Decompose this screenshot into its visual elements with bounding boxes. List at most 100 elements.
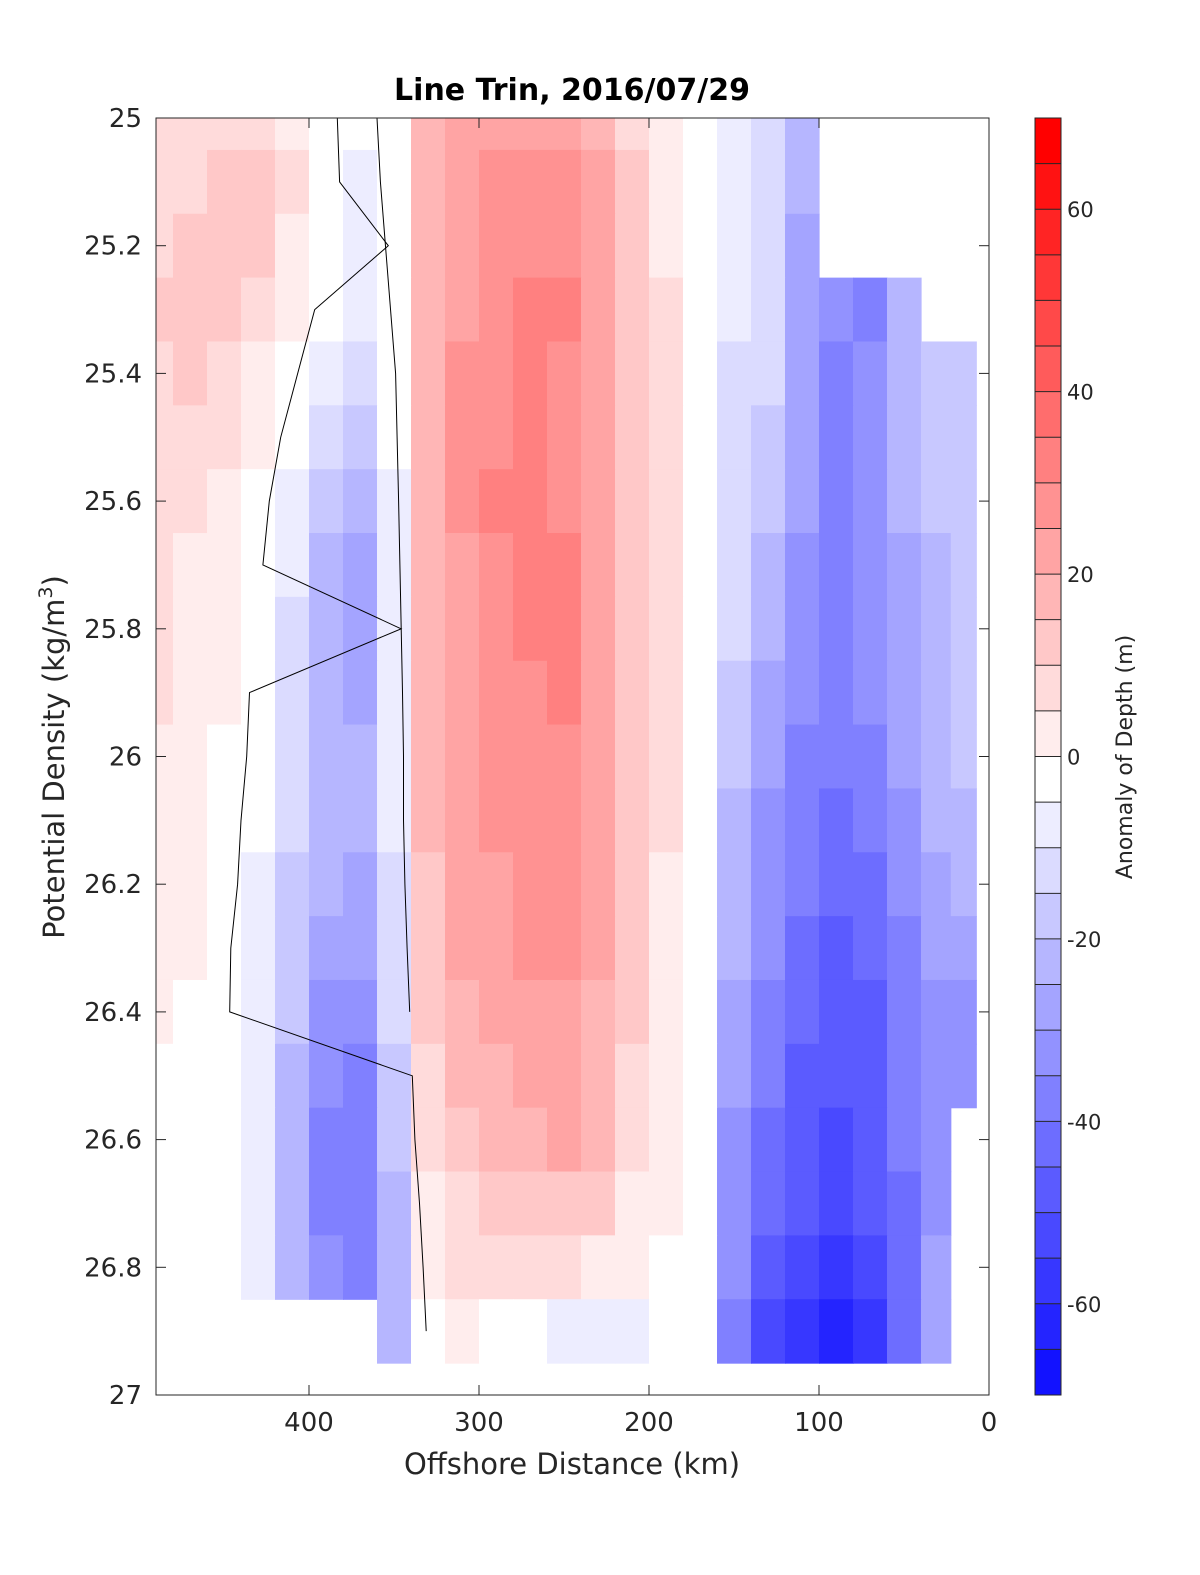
field-cell <box>615 852 650 917</box>
field-cell <box>547 1043 582 1109</box>
field-cell <box>479 724 514 790</box>
y-tick-label: 25.8 <box>84 615 142 645</box>
field-cell <box>275 788 310 853</box>
field-cell <box>683 660 718 726</box>
field-cell <box>513 1299 548 1364</box>
field-cell <box>275 979 310 1045</box>
field-cell <box>887 979 922 1045</box>
field-cell <box>445 1043 480 1109</box>
field-cell <box>717 724 752 790</box>
field-cell <box>819 1043 854 1109</box>
y-tick-label: 25.2 <box>84 232 142 262</box>
field-cell <box>309 469 344 534</box>
field-cell <box>581 724 616 790</box>
field-cell <box>411 118 446 151</box>
field-cell <box>173 213 208 279</box>
field-cell <box>615 788 650 853</box>
field-cell <box>411 405 446 470</box>
field-cell <box>853 852 888 917</box>
colorbar-tick-label: 40 <box>1067 381 1094 405</box>
field-cell <box>377 277 412 343</box>
field-cell <box>479 469 514 534</box>
field-cell <box>649 660 684 726</box>
field-cell <box>649 979 684 1045</box>
field-cell <box>207 596 242 662</box>
field-cell <box>785 1171 820 1236</box>
field-cell <box>683 788 718 853</box>
field-cell <box>207 213 242 279</box>
field-cell <box>950 788 977 853</box>
field-cell <box>751 213 786 279</box>
y-tick-label: 25.6 <box>84 487 142 517</box>
field-cell <box>547 405 582 470</box>
field-cell <box>275 213 310 279</box>
field-cell <box>887 1043 922 1109</box>
field-cell <box>785 852 820 917</box>
field-cell <box>173 1235 208 1300</box>
field-cell <box>275 852 310 917</box>
field-cell <box>207 533 242 598</box>
field-cell <box>241 533 276 598</box>
colorbar-tick-label: -40 <box>1067 1110 1101 1134</box>
field-cell <box>785 724 820 790</box>
field-cell <box>241 469 276 534</box>
field-cell <box>377 533 412 598</box>
field-cell <box>547 149 582 215</box>
field-cell <box>751 469 786 534</box>
field-cell <box>819 979 854 1045</box>
field-cell <box>581 788 616 853</box>
field-cell <box>547 469 582 534</box>
colorbar-band <box>1035 300 1061 347</box>
field-cell <box>751 852 786 917</box>
field-cell <box>207 277 242 343</box>
field-cell <box>785 533 820 598</box>
field-cell <box>853 469 888 534</box>
field-cell <box>547 277 582 343</box>
field-cell <box>717 213 752 279</box>
field-cell <box>241 277 276 343</box>
x-tick-label: 200 <box>624 1408 674 1438</box>
x-axis: 400 300 200 100 0 <box>284 118 997 1438</box>
field-cell <box>649 1043 684 1109</box>
field-cell <box>411 533 446 598</box>
field-cell <box>887 660 922 726</box>
colorbar-band <box>1035 209 1061 256</box>
field-cell <box>207 1235 242 1300</box>
y-tick-label: 26.6 <box>84 1126 142 1156</box>
field-cell <box>377 979 412 1045</box>
colorbar-band <box>1035 1166 1061 1213</box>
zero-contour <box>376 118 411 1012</box>
field-cell <box>921 596 952 662</box>
field-cell <box>819 277 854 343</box>
field-cell <box>309 1107 344 1173</box>
colorbar-band <box>1035 1030 1061 1077</box>
field-cell <box>241 1235 276 1300</box>
field-cell <box>173 533 208 598</box>
field-cell <box>683 118 718 151</box>
field-cell <box>683 979 718 1045</box>
field-cell <box>309 341 344 406</box>
field-cell <box>751 405 786 470</box>
field-cell <box>581 118 616 151</box>
field-cell <box>581 405 616 470</box>
field-cell <box>377 149 412 215</box>
field-cell <box>445 469 480 534</box>
field-cell <box>445 1299 480 1364</box>
field-cell <box>173 596 208 662</box>
field-cell <box>207 979 242 1045</box>
field-cell <box>615 277 650 343</box>
colorbar-band <box>1035 847 1061 894</box>
field-cell <box>275 660 310 726</box>
colorbar-tick-label: -20 <box>1067 928 1101 952</box>
field-cell <box>581 469 616 534</box>
field-cell <box>853 1299 888 1364</box>
field-cell <box>649 405 684 470</box>
field-cell <box>173 979 208 1045</box>
field-cell <box>615 916 650 981</box>
field-cell <box>343 277 378 343</box>
field-cell <box>207 469 242 534</box>
field-cell <box>343 724 378 790</box>
field-cell <box>649 916 684 981</box>
field-cell <box>275 1043 310 1109</box>
field-cell <box>717 1107 752 1173</box>
